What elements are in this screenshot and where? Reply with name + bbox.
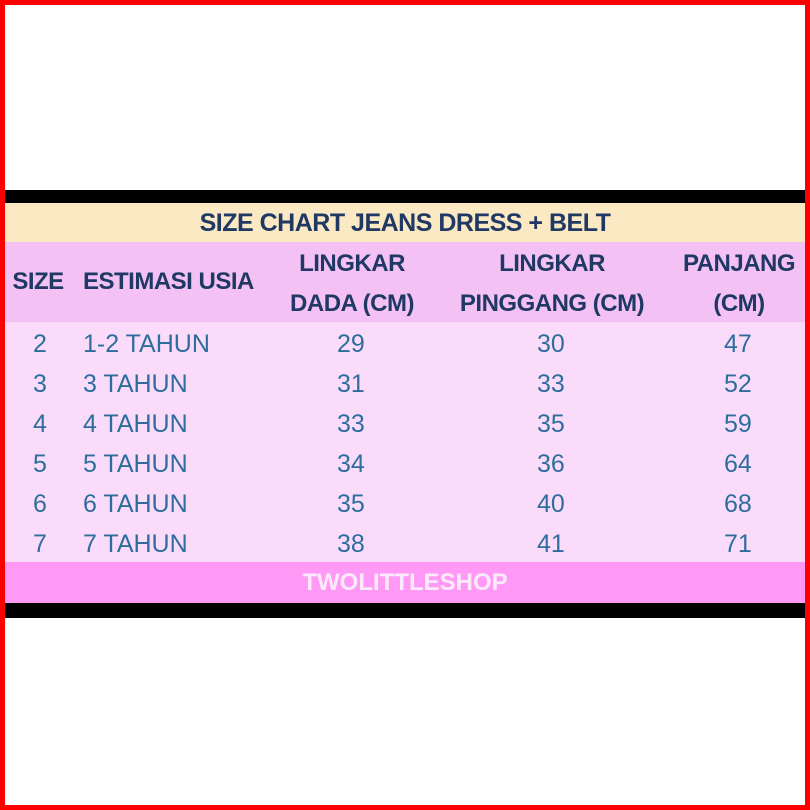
cell-size: 5 [33, 450, 47, 478]
cell-waist: 35 [537, 410, 565, 438]
cell-chest: 29 [337, 330, 365, 358]
header-size: SIZE [12, 268, 64, 295]
cell-waist: 41 [537, 530, 565, 558]
cell-length: 52 [724, 370, 752, 398]
cell-length: 68 [724, 490, 752, 518]
cell-waist: 40 [537, 490, 565, 518]
table-row: 7 7 TAHUN 38 41 71 [5, 522, 805, 562]
cell-age: 6 TAHUN [83, 490, 188, 518]
cell-length: 47 [724, 330, 752, 358]
cell-age: 5 TAHUN [83, 450, 188, 478]
header-age: ESTIMASI USIA [83, 268, 254, 295]
table-body: 2 1-2 TAHUN 29 30 47 3 3 TAHUN 31 33 52 4 4 TAHUN… [5, 322, 805, 562]
header-chest-1: LINGKAR [299, 250, 405, 277]
cell-chest: 34 [337, 450, 365, 478]
table-row: 5 5 TAHUN 34 36 64 [5, 442, 805, 482]
header-waist-2: PINGGANG (CM) [459, 290, 645, 317]
cell-length: 64 [724, 450, 752, 478]
table-row: 2 1-2 TAHUN 29 30 47 [5, 322, 805, 362]
cell-length: 71 [724, 530, 752, 558]
cell-chest: 38 [337, 530, 365, 558]
cell-age: 4 TAHUN [83, 410, 188, 438]
cell-size: 2 [33, 330, 47, 358]
cell-waist: 30 [537, 330, 565, 358]
table-row: 4 4 TAHUN 33 35 59 [5, 402, 805, 442]
cell-age: 3 TAHUN [83, 370, 188, 398]
header-length-2: (CM) [713, 290, 765, 317]
cell-chest: 35 [337, 490, 365, 518]
header-length-1: PANJANG [682, 250, 796, 277]
table-header: SIZE ESTIMASI USIA LINGKAR DADA (CM) LIN… [5, 242, 805, 322]
cell-age: 7 TAHUN [83, 530, 188, 558]
cell-chest: 33 [337, 410, 365, 438]
shop-name-footer: TWOLITTLESHOP [5, 562, 805, 603]
cell-waist: 33 [537, 370, 565, 398]
header-waist-1: LINGKAR [499, 250, 605, 277]
table-row: 3 3 TAHUN 31 33 52 [5, 362, 805, 402]
chart-title: SIZE CHART JEANS DRESS + BELT [5, 203, 805, 242]
cell-size: 3 [33, 370, 47, 398]
cell-length: 59 [724, 410, 752, 438]
cell-size: 7 [33, 530, 47, 558]
header-chest-2: DADA (CM) [290, 290, 414, 317]
table-row: 6 6 TAHUN 35 40 68 [5, 482, 805, 522]
cell-chest: 31 [337, 370, 365, 398]
cell-size: 4 [33, 410, 47, 438]
bottom-black-band [5, 603, 805, 618]
cell-age: 1-2 TAHUN [83, 330, 210, 358]
cell-waist: 36 [537, 450, 565, 478]
top-black-band [5, 190, 805, 203]
cell-size: 6 [33, 490, 47, 518]
